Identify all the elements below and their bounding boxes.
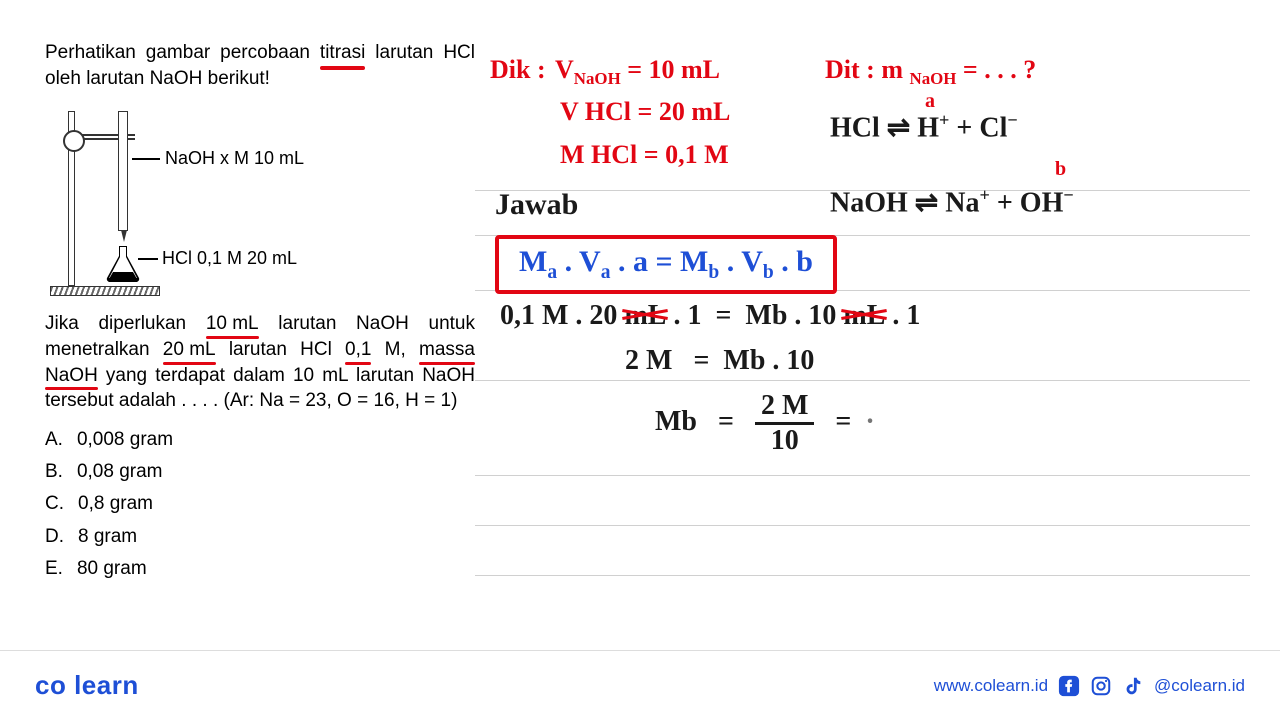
option-b: B.0,08 gram: [45, 456, 475, 488]
worked-solution: Dik : VNaOH = 10 mL V HCl = 20 mL M HCl …: [475, 40, 1250, 630]
label-b: b: [1055, 158, 1066, 181]
answer-options: A.0,008 gram B.0,08 gram C.0,8 gram D.8 …: [45, 424, 475, 585]
burette-label: NaOH x M 10 mL: [165, 148, 304, 169]
formula-box: Ma . Va . a = Mb . Vb . b: [495, 235, 837, 294]
jawab-label: Jawab: [495, 188, 578, 222]
flask-icon: [102, 244, 144, 284]
stand-base: [50, 286, 160, 296]
eq-hcl: HCl ⇌ H+ + Cl−: [830, 110, 1018, 144]
option-a: A.0,008 gram: [45, 424, 475, 456]
footer-bar: co learn www.colearn.id @colearn.id: [0, 650, 1280, 720]
ruled-line: [475, 575, 1250, 576]
label-line-2: [138, 258, 158, 260]
flask-label: HCl 0,1 M 20 mL: [162, 248, 297, 269]
ruled-line: [475, 380, 1250, 381]
titration-formula: Ma . Va . a = Mb . Vb . b: [519, 245, 813, 278]
dik-1: VNaOH = 10 mL: [555, 55, 720, 89]
dik-2: V HCl = 20 mL: [560, 97, 730, 127]
eq-naoh: NaOH ⇌ Na+ + OH−: [830, 185, 1074, 219]
intro-underlined: titrasi: [320, 40, 365, 66]
dik-label: Dik :: [490, 55, 546, 85]
question-panel: Perhatikan gambar percobaan titrasi laru…: [45, 40, 475, 630]
option-c: C.0,8 gram: [45, 488, 475, 520]
label-line: [132, 158, 160, 160]
calc-line-1: 0,1 M . 20 mL . 1 = Mb . 10 mL . 1: [500, 300, 920, 332]
titration-diagram: NaOH x M 10 mL HCl 0,1 M 20 mL: [50, 106, 390, 296]
footer-url[interactable]: www.colearn.id: [934, 676, 1048, 696]
calc-line-3: Mb = 2 M10 = ·: [655, 390, 875, 457]
option-d: D.8 gram: [45, 521, 475, 553]
intro-before: Perhatikan gambar percobaan: [45, 42, 320, 63]
calc-line-2: 2 M = Mb . 10: [625, 345, 814, 377]
brand-logo: co learn: [35, 670, 139, 701]
dik-3: M HCl = 0,1 M: [560, 140, 729, 170]
instagram-icon[interactable]: [1090, 675, 1112, 697]
tiktok-icon[interactable]: [1122, 675, 1144, 697]
option-e: E.80 gram: [45, 553, 475, 585]
ruled-line: [475, 475, 1250, 476]
footer-right: www.colearn.id @colearn.id: [934, 675, 1245, 697]
footer-handle[interactable]: @colearn.id: [1154, 676, 1245, 696]
question-intro: Perhatikan gambar percobaan titrasi laru…: [45, 40, 475, 91]
dit-label: Dit : m NaOH = . . . ?: [825, 55, 1036, 89]
burette: [118, 111, 128, 231]
question-body: Jika diperlukan 10 mL larutan NaOH untuk…: [45, 311, 475, 414]
facebook-icon[interactable]: [1058, 675, 1080, 697]
ruled-line: [475, 525, 1250, 526]
